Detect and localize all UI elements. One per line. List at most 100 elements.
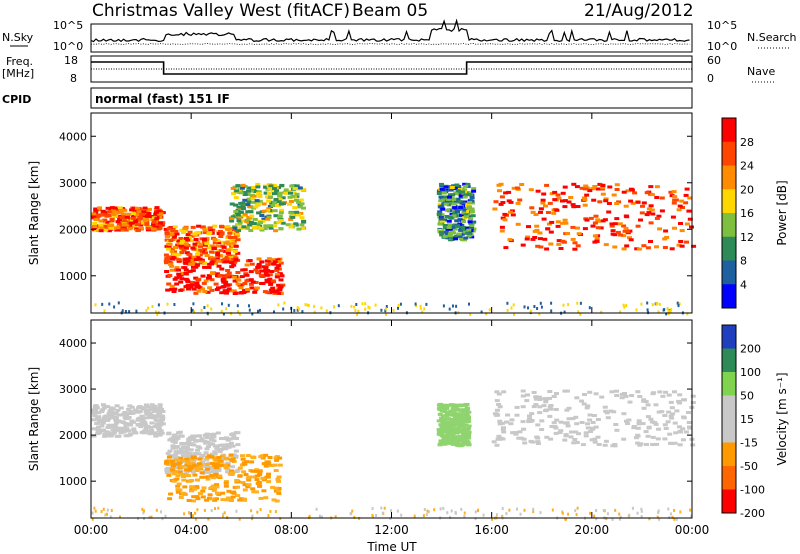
power-noise-cell bbox=[103, 309, 106, 313]
velocity-data-cell bbox=[160, 416, 166, 420]
power-noise-cell bbox=[452, 304, 454, 308]
power-data-cell bbox=[552, 190, 558, 194]
power-data-cell bbox=[172, 246, 178, 249]
velocity-data-cell bbox=[676, 425, 682, 429]
velocity-data-cell bbox=[187, 442, 193, 446]
power-data-cell bbox=[91, 216, 97, 220]
velocity-data-cell bbox=[437, 443, 443, 447]
power-data-cell bbox=[443, 185, 449, 189]
velocity-data-cell bbox=[189, 485, 195, 489]
velocity-data-cell bbox=[212, 452, 218, 456]
power-data-cell bbox=[274, 275, 280, 279]
velocity-data-cell bbox=[158, 418, 164, 422]
velocity-data-cell bbox=[250, 469, 256, 473]
velocity-data-cell bbox=[246, 483, 252, 487]
velocity-data-cell bbox=[97, 428, 103, 432]
velocity-noise-cell bbox=[93, 506, 96, 510]
power-data-cell bbox=[157, 225, 163, 229]
velocity-data-cell bbox=[656, 427, 662, 431]
velocity-data-cell bbox=[542, 397, 548, 401]
velocity-data-cell bbox=[92, 412, 98, 416]
velocity-data-cell bbox=[677, 429, 683, 433]
power-data-cell bbox=[232, 275, 237, 279]
velocity-noise-cell bbox=[605, 517, 608, 521]
power-noise-cell bbox=[513, 312, 515, 316]
power-data-cell bbox=[194, 248, 200, 252]
velocity-data-cell bbox=[225, 470, 230, 474]
velocity-data-cell bbox=[149, 429, 155, 432]
velocity-data-cell bbox=[547, 396, 552, 400]
power-colorbar-label: Power [dB] bbox=[775, 180, 789, 245]
power-data-cell bbox=[597, 200, 603, 204]
velocity-data-cell bbox=[440, 429, 446, 433]
velocity-data-cell bbox=[95, 425, 101, 429]
velocity-data-cell bbox=[677, 393, 683, 397]
power-data-cell bbox=[283, 188, 289, 192]
velocity-noise-cell bbox=[400, 513, 403, 517]
power-noise-cell bbox=[237, 310, 239, 314]
power-data-cell bbox=[293, 222, 299, 226]
power-data-cell bbox=[290, 213, 296, 217]
power-data-cell bbox=[274, 269, 280, 273]
power-data-cell bbox=[187, 269, 193, 273]
velocity-data-cell bbox=[214, 485, 220, 489]
power-data-cell bbox=[150, 225, 155, 229]
velocity-data-cell bbox=[641, 399, 647, 403]
power-data-cell bbox=[216, 259, 222, 263]
velocity-data-cell bbox=[459, 412, 465, 416]
power-data-cell bbox=[439, 204, 445, 208]
power-data-cell bbox=[227, 236, 233, 239]
power-data-cell bbox=[176, 239, 182, 243]
velocity-data-cell bbox=[520, 394, 526, 398]
velocity-data-cell bbox=[234, 470, 240, 473]
velocity-data-cell bbox=[150, 408, 155, 412]
velocity-noise-cell bbox=[575, 513, 578, 517]
power-data-cell bbox=[511, 186, 517, 190]
power-data-cell bbox=[133, 218, 139, 222]
velocity-noise-cell bbox=[259, 508, 262, 511]
power-data-cell bbox=[225, 273, 231, 277]
velocity-noise-cell bbox=[574, 509, 577, 513]
velocity-data-cell bbox=[441, 424, 447, 428]
power-data-cell bbox=[273, 221, 279, 225]
velocity-data-cell bbox=[160, 414, 165, 418]
velocity-data-cell bbox=[655, 437, 661, 441]
power-data-cell bbox=[142, 206, 148, 210]
velocity-data-cell bbox=[107, 409, 113, 413]
velocity-data-cell bbox=[494, 390, 500, 394]
power-data-cell bbox=[174, 266, 180, 270]
power-data-cell bbox=[644, 191, 650, 195]
velocity-data-cell bbox=[112, 417, 118, 421]
velocity-data-cell bbox=[144, 425, 149, 429]
power-data-cell bbox=[182, 266, 188, 270]
power-data-cell bbox=[452, 206, 458, 210]
power-data-cell bbox=[277, 194, 282, 198]
power-data-cell bbox=[248, 270, 254, 274]
power-data-cell bbox=[213, 282, 219, 286]
velocity-data-cell bbox=[543, 409, 548, 413]
power-data-cell bbox=[203, 279, 209, 283]
power-data-cell bbox=[167, 233, 173, 237]
power-y-axis-label: Slant Range [km] bbox=[27, 161, 41, 265]
velocity-data-cell bbox=[497, 405, 503, 409]
power-data-cell bbox=[500, 216, 506, 220]
velocity-noise-cell bbox=[477, 509, 479, 513]
velocity-data-cell bbox=[266, 462, 272, 466]
velocity-data-cell bbox=[200, 495, 206, 499]
velocity-data-cell bbox=[441, 442, 446, 446]
velocity-data-cell bbox=[549, 425, 555, 428]
velocity-noise-cell bbox=[631, 506, 634, 510]
velocity-data-cell bbox=[648, 417, 654, 421]
power-data-cell bbox=[288, 200, 294, 203]
velocity-data-cell bbox=[654, 442, 660, 446]
power-data-cell bbox=[251, 226, 257, 230]
power-colorbar-tick-label: 20 bbox=[740, 183, 754, 196]
velocity-data-cell bbox=[650, 435, 656, 439]
power-data-cell bbox=[469, 196, 475, 200]
power-data-cell bbox=[288, 218, 294, 221]
power-data-cell bbox=[213, 261, 219, 265]
power-data-cell bbox=[201, 281, 207, 285]
power-data-cell bbox=[248, 282, 254, 286]
velocity-data-cell bbox=[182, 473, 188, 477]
velocity-data-cell bbox=[223, 447, 229, 451]
